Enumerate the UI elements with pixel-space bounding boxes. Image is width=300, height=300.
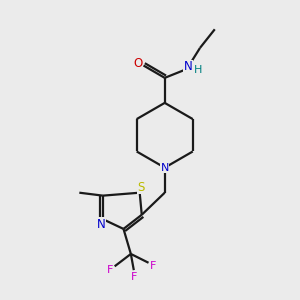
Text: F: F (107, 265, 113, 275)
Text: N: N (184, 60, 193, 73)
Text: O: O (134, 57, 143, 70)
Text: S: S (137, 181, 145, 194)
Text: N: N (97, 218, 106, 231)
Text: F: F (150, 261, 156, 271)
Text: F: F (130, 272, 137, 282)
Text: N: N (160, 163, 169, 173)
Text: H: H (194, 64, 202, 75)
